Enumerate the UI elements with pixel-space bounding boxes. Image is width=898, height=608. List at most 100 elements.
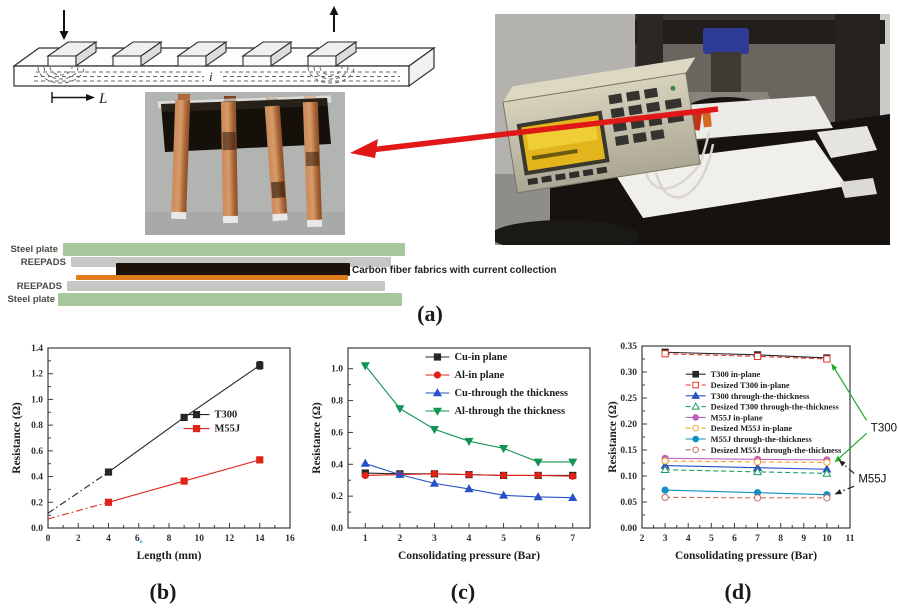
length-dimension-arrow (51, 92, 95, 103)
svg-text:M55J through-the-thickness: M55J through-the-thickness (711, 435, 813, 444)
current-out-arrow (329, 6, 339, 32)
svg-text:1.4: 1.4 (31, 344, 43, 354)
svg-text:T300: T300 (871, 423, 897, 435)
current-label: i (209, 69, 213, 84)
chart-resistance-vs-pressure-electrodes: 1 2 3 4 5 6 7 0.0 0.2 0.4 0.6 0.8 1.0 Consolidating p… (311, 347, 591, 562)
carbon-fabric-bar (116, 263, 350, 276)
svg-text:0.35: 0.35 (620, 342, 637, 352)
svg-text:16: 16 (285, 534, 295, 544)
svg-text:7: 7 (570, 534, 575, 544)
svg-text:Resistance (Ω): Resistance (Ω) (607, 401, 619, 473)
current-in-arrow (59, 10, 69, 40)
svg-text:0.00: 0.00 (620, 524, 637, 534)
svg-text:11: 11 (846, 534, 855, 544)
svg-text:4: 4 (686, 534, 691, 544)
chart-resistance-vs-pressure-materials: 2 3 4 5 6 7 8 9 10 11 0.00 0.05 0.10 0.15 0.20 0.25 0.30… (607, 342, 897, 562)
copper-strips (171, 99, 323, 228)
svg-text:Desized T300 in-plane: Desized T300 in-plane (711, 381, 790, 390)
svg-text:Cu-in plane: Cu-in plane (454, 352, 507, 363)
svg-text:7: 7 (755, 534, 760, 544)
svg-text:6n: 6n (135, 534, 143, 545)
svg-text:12: 12 (225, 534, 235, 544)
paper-sheet-small (817, 126, 877, 158)
svg-text:3: 3 (432, 534, 437, 544)
chart-resistance-vs-length: 0 2 4 6n 8 10 12 14 16 0.0 0.2 0.4 0.6 0.8 1.0 1.2 1.4 Le… (11, 344, 295, 562)
caption-panel-c: (c) (450, 579, 476, 604)
svg-text:1: 1 (363, 534, 368, 544)
svg-text:Length (mm): Length (mm) (137, 550, 202, 562)
svg-text:0.10: 0.10 (620, 472, 637, 482)
test-setup-photo (495, 14, 890, 245)
svg-text:0.20: 0.20 (620, 420, 637, 430)
svg-text:0.6: 0.6 (31, 447, 43, 457)
svg-text:2: 2 (397, 534, 402, 544)
svg-text:0.0: 0.0 (31, 524, 43, 534)
current-label-backing (204, 70, 220, 83)
reepads-bottom-bar (67, 281, 385, 291)
svg-text:Resistance (Ω): Resistance (Ω) (11, 402, 23, 474)
photo-shadow (145, 212, 345, 235)
copper-current-collector-bar (76, 275, 348, 280)
svg-text:T300 in-plane: T300 in-plane (711, 370, 761, 379)
caption-panel-a: (a) (417, 301, 443, 326)
carbon-fabric-band (161, 98, 331, 152)
svg-text:T300: T300 (215, 410, 238, 421)
svg-text:Desized M55J through-the-thick: Desized M55J through-the-thickness (711, 446, 842, 455)
svg-text:0.6: 0.6 (331, 428, 343, 438)
svg-text:1.0: 1.0 (331, 365, 343, 375)
svg-text:8: 8 (167, 534, 172, 544)
caption-panel-d: (d) (724, 579, 752, 604)
svg-text:6: 6 (536, 534, 541, 544)
svg-text:0.8: 0.8 (31, 421, 43, 431)
caption-panel-b: (b) (149, 579, 177, 604)
svg-text:5: 5 (501, 534, 506, 544)
svg-text:0.05: 0.05 (620, 498, 637, 508)
slab-side-face (408, 46, 435, 88)
svg-text:10: 10 (822, 534, 832, 544)
svg-text:Desized T300 through-the-thick: Desized T300 through-the-thickness (711, 403, 840, 412)
length-label: L (98, 91, 107, 107)
svg-text:5: 5 (709, 534, 714, 544)
svg-text:Consolidating pressure (Bar): Consolidating pressure (Bar) (398, 550, 540, 562)
svg-text:Al-through the thickness: Al-through the thickness (454, 406, 565, 417)
svg-text:10: 10 (195, 534, 205, 544)
stack-label-steel-plate-bottom: Steel plate (7, 294, 55, 305)
svg-text:0.4: 0.4 (31, 473, 43, 483)
svg-text:0.15: 0.15 (620, 446, 637, 456)
tissue (840, 178, 877, 198)
svg-text:Al-in plane: Al-in plane (454, 370, 504, 381)
svg-text:4: 4 (106, 534, 111, 544)
svg-text:14: 14 (255, 534, 265, 544)
svg-text:0.0: 0.0 (331, 524, 343, 534)
svg-text:T300 through-the-thickness: T300 through-the-thickness (711, 392, 810, 401)
electrode-bars (46, 40, 358, 68)
electrode-schematic-diagram: i L (12, 6, 436, 107)
stack-label-reepads-top: REEPADS (20, 257, 66, 268)
svg-text:M55J: M55J (215, 424, 241, 435)
svg-text:0.8: 0.8 (331, 397, 343, 407)
svg-text:Desized M55J in-plane: Desized M55J in-plane (711, 424, 793, 433)
svg-text:0.25: 0.25 (620, 394, 637, 404)
steel-plate-bottom-bar (58, 293, 402, 306)
svg-text:9: 9 (801, 534, 806, 544)
stack-annotation: Carbon fiber fabrics with current collec… (352, 265, 557, 276)
layup-stack-diagram: Steel plate REEPADS Carbon fiber fabrics… (0, 238, 680, 310)
steel-plate-top-bar (63, 243, 405, 256)
svg-text:6: 6 (732, 534, 737, 544)
stool (495, 220, 640, 245)
svg-text:0.2: 0.2 (331, 492, 343, 502)
svg-text:0.2: 0.2 (31, 498, 43, 508)
svg-text:4: 4 (467, 534, 472, 544)
specimen-photo (145, 92, 345, 235)
function-keys (527, 166, 608, 186)
fabric-sheen (161, 98, 328, 112)
stack-label-reepads-bottom: REEPADS (16, 281, 62, 292)
svg-text:Consolidating pressure (Bar): Consolidating pressure (Bar) (675, 550, 817, 562)
stack-label-steel-plate-top: Steel plate (10, 244, 58, 255)
svg-text:Resistance (Ω): Resistance (Ω) (311, 402, 323, 474)
blue-clamp (703, 28, 749, 54)
svg-text:1.0: 1.0 (31, 395, 43, 405)
svg-text:M55J: M55J (858, 474, 886, 486)
svg-text:Cu-through the thickness: Cu-through the thickness (454, 388, 568, 399)
